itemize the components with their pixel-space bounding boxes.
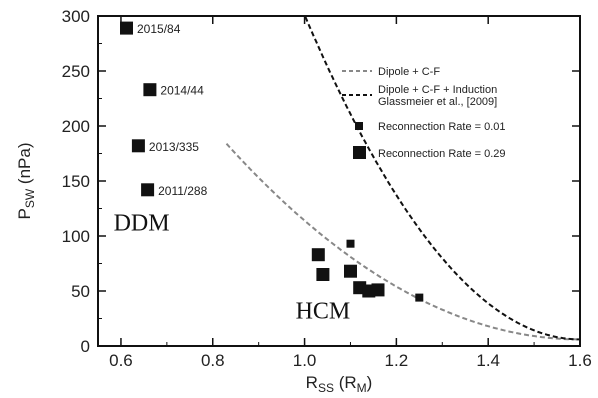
data-point-large <box>344 264 357 278</box>
x-tick-label: 1.2 <box>385 351 409 370</box>
y-axis-ticks: 0 50 100 150 200 250 300 <box>62 7 580 356</box>
data-point-small <box>415 293 424 302</box>
legend-marker-small <box>355 122 363 130</box>
x-axis-title: RSS (RM) <box>306 373 373 395</box>
x-tick-label: 1.6 <box>568 351 592 370</box>
legend-label-rate-029: Reconnection Rate = 0.29 <box>378 148 506 160</box>
legend-marker-large <box>353 146 366 159</box>
y-tick-label: 100 <box>62 227 90 246</box>
legend-label-dipole-cf: Dipole + C-F <box>378 66 440 78</box>
point-label: 2011/288 <box>158 184 207 198</box>
y-tick-label: 0 <box>81 337 90 356</box>
data-point-large <box>131 139 145 153</box>
y-tick-label: 300 <box>62 7 90 26</box>
point-label: 2015/84 <box>137 22 181 36</box>
region-labels: DDM HCM <box>114 211 351 325</box>
data-point-large <box>371 283 385 297</box>
data-point-large <box>141 183 155 197</box>
y-tick-label: 250 <box>62 62 90 81</box>
data-point-large <box>316 268 330 281</box>
legend: Dipole + C-F Dipole + C-F + Induction Gl… <box>342 66 506 160</box>
plot-frame <box>97 15 581 347</box>
data-point-large <box>143 83 157 97</box>
x-tick-label: 0.6 <box>109 351 133 370</box>
model-curves <box>225 16 580 341</box>
data-point-large <box>311 248 325 262</box>
y-tick-label: 150 <box>62 172 90 191</box>
x-tick-label: 1.0 <box>293 351 317 370</box>
point-label: 2013/335 <box>149 140 199 154</box>
data-points: 2015/84 2014/44 2013/335 2011/288 <box>120 21 424 302</box>
data-point-small <box>346 239 355 248</box>
x-tick-label: 0.8 <box>201 351 225 370</box>
region-label-hcm: HCM <box>296 299 351 325</box>
point-label: 2014/44 <box>160 84 204 98</box>
y-tick-label: 200 <box>62 117 90 136</box>
legend-label-rate-001: Reconnection Rate = 0.01 <box>378 121 506 133</box>
curve-dipole-cf <box>225 143 580 341</box>
curve-dipole-cf-induction <box>303 16 580 341</box>
y-axis-title: PSW (nPa) <box>15 143 37 220</box>
y-tick-label: 50 <box>71 282 90 301</box>
legend-label-glassmeier: Glassmeier et al., [2009] <box>378 96 497 108</box>
data-point-large <box>120 21 133 35</box>
region-label-ddm: DDM <box>114 211 170 237</box>
x-tick-label: 1.4 <box>476 351 500 370</box>
legend-label-dipole-cf-induction: Dipole + C-F + Induction <box>378 84 497 96</box>
